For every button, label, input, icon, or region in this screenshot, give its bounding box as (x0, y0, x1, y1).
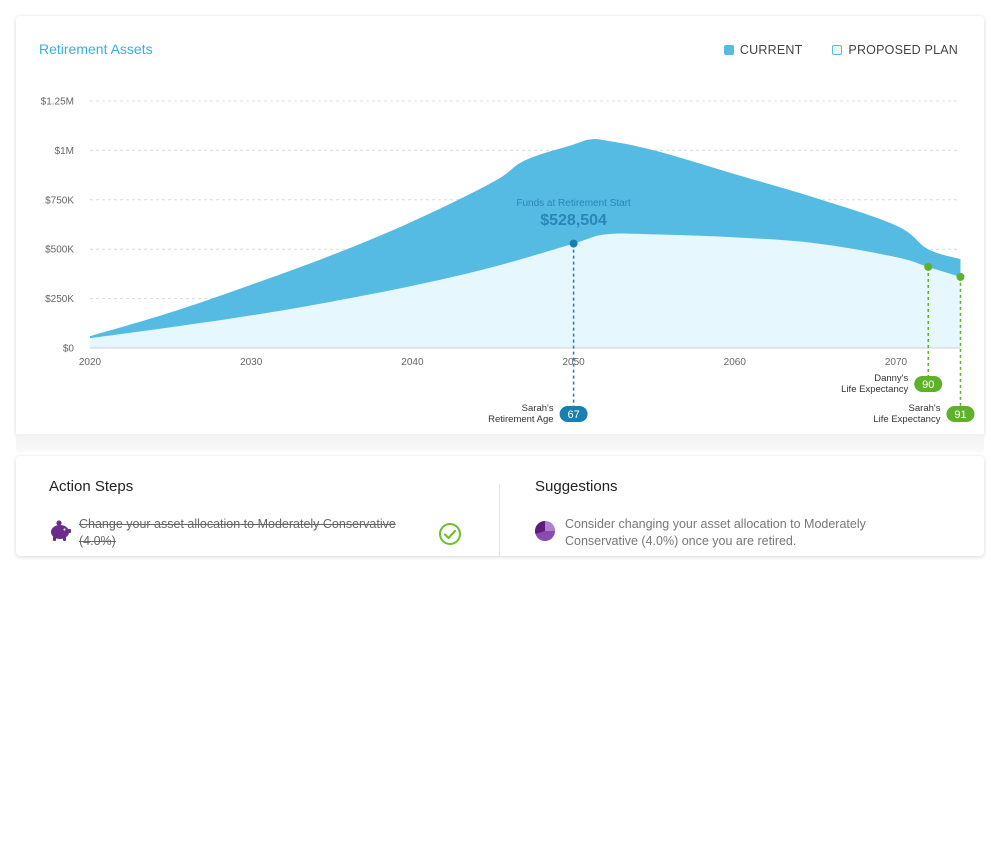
sarah-retirement-badge-text: 67 (567, 409, 579, 421)
retirement-assets-card: Retirement Assets CURRENT PROPOSED PLAN … (16, 16, 984, 452)
danny-life-badge-text: 90 (922, 379, 934, 391)
sarah-retirement-label-1: Sarah's (522, 403, 554, 414)
legend-item-current[interactable]: CURRENT (723, 43, 803, 57)
x-tick-label: 2030 (240, 357, 263, 368)
retirement-start-value: $528,504 (540, 212, 607, 229)
danny-life-label-1: Danny's (874, 373, 908, 384)
check-circle-icon[interactable] (438, 522, 462, 546)
sarah-life-badge (946, 406, 975, 422)
x-tick-label: 2070 (885, 357, 908, 368)
x-tick-label: 2060 (724, 357, 747, 368)
pie-chart-icon (535, 521, 555, 541)
x-tick-label: 2040 (401, 357, 424, 368)
sarah-life-label-1: Sarah's (909, 403, 941, 414)
y-tick-label: $0 (63, 344, 75, 355)
legend-item-proposed[interactable]: PROPOSED PLAN (832, 43, 958, 57)
retirement-assets-chart: $0 $250K $500K $750K $1M $1.25M 2020 2030 2040 20… (41, 97, 975, 425)
legend-label-current: CURRENT (739, 43, 803, 57)
action-suggestions-card: Action Steps Change your asset allocatio… (16, 456, 984, 556)
section-divider (499, 484, 500, 556)
x-tick-label: 2050 (562, 357, 585, 368)
sarah-retirement-point (569, 239, 578, 248)
danny-life-badge (914, 376, 943, 392)
suggestions-title: Suggestions (535, 478, 618, 495)
legend-swatch-proposed (832, 45, 843, 55)
chart-title: Retirement Assets (39, 41, 153, 57)
retirement-start-label: Funds at Retirement Start (516, 198, 631, 209)
area-proposed-plan (90, 233, 961, 348)
sarah-retirement-badge (559, 406, 588, 422)
legend-label-proposed: PROPOSED PLAN (848, 43, 958, 57)
legend-swatch-current (723, 45, 734, 55)
danny-life-label-2: Life Expectancy (841, 384, 908, 395)
piggy-bank-icon (51, 520, 71, 541)
sarah-life-label-2: Life Expectancy (873, 414, 940, 425)
danny-life-point (924, 262, 933, 271)
sarah-retirement-label-2: Retirement Age (488, 414, 553, 425)
y-tick-label: $1.25M (41, 97, 74, 108)
suggestion-text: Consider changing your asset allocation … (565, 517, 866, 548)
y-tick-label: $250K (45, 294, 74, 305)
card-footer-strip (16, 434, 984, 452)
chart-legend: CURRENT PROPOSED PLAN (723, 43, 958, 57)
sarah-life-point (956, 272, 965, 281)
y-tick-label: $1M (55, 146, 74, 157)
y-tick-label: $500K (45, 245, 74, 256)
action-steps-title: Action Steps (49, 478, 134, 495)
action-step-text: Change your asset allocation to Moderate… (79, 517, 396, 548)
x-tick-label: 2020 (79, 357, 102, 368)
sarah-life-badge-text: 91 (954, 409, 966, 421)
y-tick-label: $750K (45, 195, 74, 206)
